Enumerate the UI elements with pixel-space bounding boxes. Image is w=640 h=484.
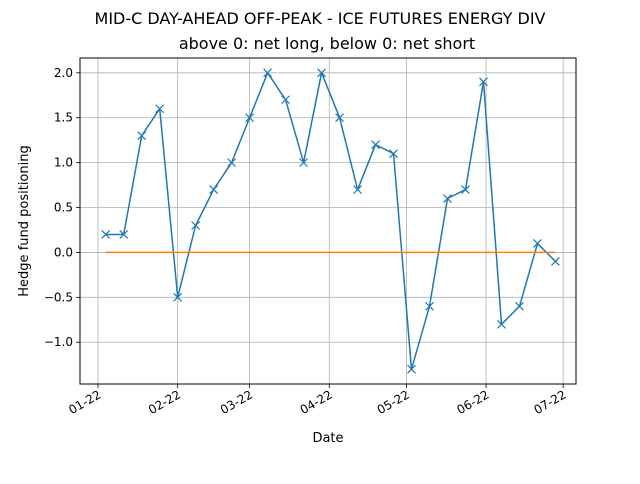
data-point-x-marker <box>281 95 291 105</box>
x-tick-label: 07-22 <box>531 387 568 417</box>
x-tick-label: 03-22 <box>218 387 255 417</box>
data-point-x-marker <box>425 301 434 311</box>
data-point-x-marker <box>497 319 506 329</box>
data-point-x-marker <box>371 140 380 150</box>
grid <box>80 58 576 384</box>
data-point-x-marker <box>533 239 542 248</box>
y-tick-label: 0.5 <box>54 201 73 215</box>
x-tick-label: 06-22 <box>454 387 491 417</box>
positioning-line <box>105 72 556 370</box>
x-tick-label: 04-22 <box>298 387 335 417</box>
data-point-x-marker <box>191 221 201 230</box>
data-point-x-marker <box>389 149 398 159</box>
data-point-x-marker <box>515 301 524 311</box>
y-tick-label: 0.0 <box>54 245 73 259</box>
data-point-x-marker <box>227 158 237 168</box>
data-point-x-marker <box>173 292 183 302</box>
x-axis-label: Date <box>312 431 343 446</box>
chart-title: MID-C DAY-AHEAD OFF-PEAK - ICE FUTURES E… <box>95 9 546 28</box>
x-axis: 01-22 02-22 03-22 04-22 05-22 06-22 07-22 <box>66 384 569 417</box>
x-tick-label: 05-22 <box>375 387 412 417</box>
y-tick-label: −1.0 <box>44 335 73 349</box>
y-tick-label: 1.0 <box>54 156 73 170</box>
y-tick-label: 1.5 <box>54 111 73 125</box>
y-axis: −1.0 −0.5 0.0 0.5 1.0 1.5 2.0 <box>44 66 80 349</box>
y-tick-label: −0.5 <box>44 290 73 304</box>
data-point-x-marker <box>551 256 560 266</box>
data-point-x-marker <box>155 104 165 114</box>
plot-area-frame <box>79 57 577 385</box>
y-tick-label: 2.0 <box>54 66 73 80</box>
data-point-x-marker <box>407 364 416 374</box>
data-point-x-marker <box>263 68 273 78</box>
x-tick-label: 01-22 <box>66 387 103 417</box>
data-point-x-marker <box>479 77 488 87</box>
data-point-x-marker <box>443 194 452 203</box>
data-point-x-marker <box>101 230 111 239</box>
data-point-x-marker <box>209 185 219 194</box>
data-point-x-marker <box>317 68 326 78</box>
data-point-x-marker <box>335 113 344 123</box>
series-layer <box>101 68 560 374</box>
data-point-x-marker <box>119 230 129 239</box>
data-point-x-marker <box>137 131 147 141</box>
chart-subtitle: above 0: net long, below 0: net short <box>179 34 475 53</box>
x-tick-label: 02-22 <box>146 387 183 417</box>
data-point-x-marker <box>461 185 470 194</box>
data-point-x-marker <box>353 185 362 194</box>
y-axis-label: Hedge fund positioning <box>17 145 32 296</box>
data-point-x-marker <box>299 158 309 168</box>
data-point-x-marker <box>245 113 255 123</box>
